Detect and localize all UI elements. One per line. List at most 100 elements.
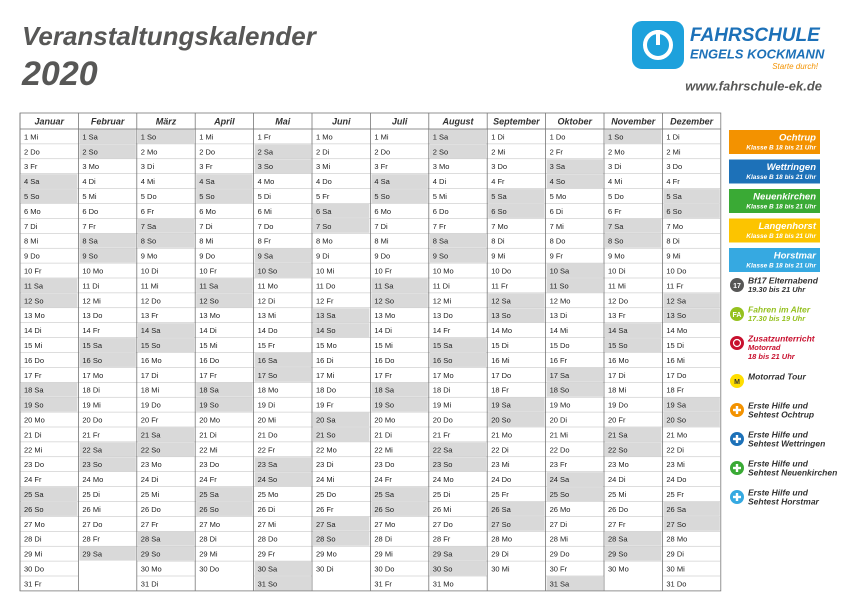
day-cell	[196, 487, 253, 501]
day-label: 3 Do	[666, 162, 682, 171]
day-cell	[196, 442, 253, 457]
day-label: 11 Mo	[258, 281, 278, 290]
day-cell	[313, 367, 370, 382]
day-label: 31 Do	[666, 579, 686, 588]
day-label: 29 Di	[491, 550, 509, 559]
event-text: 17.30 bis 19 Uhr	[748, 314, 806, 323]
day-cell	[254, 502, 311, 516]
day-cell	[21, 204, 78, 218]
day-label: 28 Di	[24, 535, 42, 544]
day-label: 20 Mo	[374, 416, 395, 425]
event-text: Erste Hilfe und	[748, 429, 809, 439]
day-label: 6 Mo	[199, 207, 216, 216]
day-cell	[546, 159, 603, 174]
day-cell	[605, 174, 662, 189]
day-label: 31 Sa	[550, 579, 570, 588]
day-cell	[137, 159, 195, 174]
day-cell	[429, 576, 487, 591]
day-label: 7 Mi	[550, 222, 565, 231]
day-label: 22 Sa	[82, 445, 102, 454]
day-label: 8 Sa	[82, 237, 98, 246]
day-label: 24 Di	[141, 475, 159, 484]
day-label: 13 Do	[433, 311, 453, 320]
day-cell	[546, 278, 603, 293]
day-cell	[21, 502, 78, 516]
day-cell	[313, 204, 370, 218]
day-label: 30 Di	[316, 565, 334, 574]
day-label: 23 Fr	[550, 460, 568, 469]
day-cell	[663, 427, 720, 442]
day-cell	[605, 487, 662, 501]
day-label: 15 Sa	[433, 341, 453, 350]
day-cell	[605, 457, 662, 472]
day-cell	[605, 278, 662, 293]
day-cell	[21, 129, 78, 144]
course-note: Klasse B 18 bis 21 Uhr	[746, 233, 816, 240]
day-label: 2 So	[433, 147, 448, 156]
day-cell	[254, 353, 311, 367]
day-cell	[196, 218, 253, 233]
day-cell	[488, 263, 545, 278]
day-label: 7 So	[316, 222, 331, 231]
logo-name2: ENGELS KOCKMANN	[690, 46, 825, 61]
day-cell	[196, 472, 253, 487]
day-label: 6 So	[491, 207, 506, 216]
day-label: 21 Fr	[82, 430, 100, 439]
day-label: 23 So	[433, 460, 453, 469]
day-cell	[429, 412, 487, 427]
day-cell	[137, 338, 195, 352]
day-label: 8 Fr	[258, 237, 272, 246]
day-cell	[546, 531, 603, 546]
day-cell	[371, 457, 428, 472]
day-cell	[605, 129, 662, 144]
day-cell	[196, 516, 253, 531]
day-label: 25 So	[550, 490, 570, 499]
day-cell	[488, 338, 545, 352]
day-cell	[371, 427, 428, 442]
day-label: 3 Do	[491, 162, 507, 171]
day-label: 3 Fr	[24, 162, 38, 171]
course-name: Wettringen	[767, 162, 817, 173]
day-label: 12 Sa	[491, 296, 511, 305]
day-cell	[196, 353, 253, 367]
day-cell	[605, 308, 662, 323]
day-label: 20 Do	[433, 416, 453, 425]
day-cell	[663, 397, 720, 412]
day-cell	[254, 263, 311, 278]
day-cell	[21, 367, 78, 382]
day-cell	[21, 338, 78, 352]
day-cell	[371, 502, 428, 516]
day-label: 5 So	[199, 192, 214, 201]
day-label: 28 Fr	[433, 535, 451, 544]
day-cell	[371, 293, 428, 308]
day-cell	[79, 129, 136, 144]
day-label: 16 So	[82, 356, 102, 365]
day-cell	[429, 442, 487, 457]
logo-slogan: Starte durch!	[772, 62, 819, 71]
day-label: 27 Mo	[24, 520, 45, 529]
day-cell	[254, 159, 311, 174]
day-cell	[429, 487, 487, 501]
day-cell	[196, 323, 253, 338]
day-cell	[605, 204, 662, 218]
day-cell	[254, 218, 311, 233]
day-label: 26 Mi	[433, 505, 452, 514]
day-label: 1 Do	[550, 132, 566, 141]
day-label: 29 Sa	[82, 550, 102, 559]
day-label: 15 Sa	[82, 341, 102, 350]
day-label: 27 Sa	[316, 520, 336, 529]
day-label: 10 Fr	[199, 267, 217, 276]
day-label: 10 Do	[491, 267, 511, 276]
day-label: 26 Mi	[82, 505, 101, 514]
day-label: 23 Di	[316, 460, 334, 469]
day-label: 21 So	[316, 430, 336, 439]
day-cell	[663, 382, 720, 397]
day-label: 29 So	[141, 550, 161, 559]
day-label: 24 Mo	[433, 475, 454, 484]
day-cell	[663, 561, 720, 576]
day-label: 28 Do	[258, 535, 278, 544]
day-label: 4 Do	[316, 177, 332, 186]
day-cell	[663, 263, 720, 278]
day-cell	[137, 531, 195, 546]
day-cell	[371, 263, 428, 278]
